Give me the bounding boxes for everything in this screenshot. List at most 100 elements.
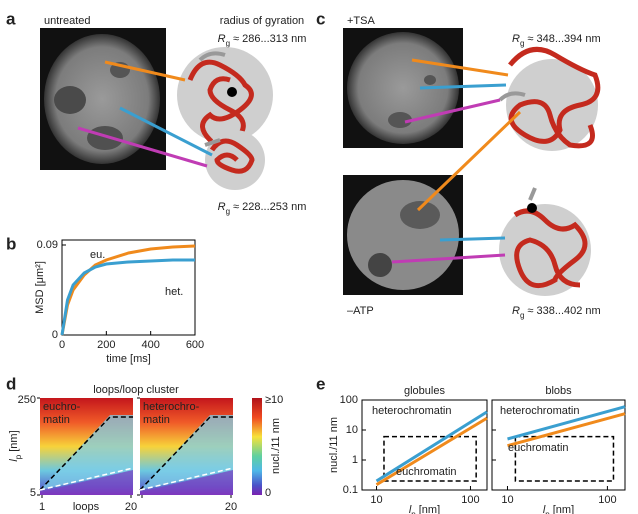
x-axis-label: time [ms] [106, 353, 151, 365]
connector [404, 98, 501, 124]
subscript: p [14, 454, 23, 459]
image-label: +TSA [347, 15, 375, 27]
value: ≈ 286...313 nm [233, 33, 306, 45]
x-tick-label: 200 [97, 339, 115, 351]
connector [119, 106, 213, 157]
x-tick-label: 10 [501, 494, 513, 506]
subscript: p [411, 510, 416, 514]
series-line [507, 405, 626, 441]
connector [391, 253, 506, 264]
y-tick-label: 0.1 [343, 484, 358, 496]
polymer [498, 46, 601, 151]
symbol: R [512, 305, 520, 317]
overlay-label: matin [143, 414, 170, 426]
y-tick-label: 0 [52, 329, 58, 341]
plot-frame [491, 399, 626, 491]
dashed-box [383, 435, 477, 482]
series-label: heterochromatin [500, 405, 580, 417]
panel-label: a [6, 9, 16, 28]
series-label: heterochromatin [372, 405, 452, 417]
chart-title: blobs [545, 385, 572, 397]
heatmap [39, 398, 134, 495]
colorbar-label: 0 [265, 487, 271, 499]
y-tick-label: 250 [18, 394, 36, 406]
colorbar-label: ≥10 [265, 394, 283, 406]
y-tick-label: 0.09 [37, 239, 58, 251]
plot-frame [61, 239, 196, 336]
series-line [375, 410, 488, 483]
subscript: p [545, 510, 550, 514]
image-label: untreated [44, 15, 90, 27]
x-tick-label: 1 [39, 501, 45, 513]
colorbar [252, 398, 262, 495]
value: ≈ 348...394 nm [527, 33, 600, 45]
connector [419, 83, 507, 90]
series-line [60, 258, 195, 336]
connector [77, 126, 208, 168]
connector [416, 110, 522, 212]
polymer [204, 130, 265, 190]
connector [104, 60, 186, 82]
caption: radius of gyration [220, 15, 304, 27]
x-tick-label: 100 [598, 494, 616, 506]
heatmap-title: loops/loop cluster [93, 384, 179, 396]
x-tick-label: 20 [225, 501, 237, 513]
y-tick-label: 5 [30, 487, 36, 499]
panel-label: e [316, 374, 325, 393]
x-tick-label: 20 [125, 501, 137, 513]
subscript: g [520, 311, 524, 320]
subscript: g [226, 39, 230, 48]
overlay-label: matin [43, 414, 70, 426]
x-tick-label: 100 [461, 494, 479, 506]
colorbar-title: nucl./11 nm [270, 418, 282, 474]
x-tick-label: 10 [370, 494, 382, 506]
panel-label: c [316, 9, 325, 28]
heatmap [139, 398, 234, 495]
unit: [nm] [419, 504, 440, 514]
series-label: eu. [90, 249, 105, 261]
series-label: het. [165, 286, 183, 298]
x-tick-label: 0 [59, 339, 65, 351]
value: ≈ 228...253 nm [233, 201, 306, 213]
rg-label: Rg ≈ 338...402 nm [512, 305, 601, 320]
panel-label: d [6, 374, 16, 393]
rg-label: Rg ≈ 348...394 nm [512, 33, 601, 48]
plot-frame [361, 399, 488, 491]
series-label: euchromatin [508, 442, 569, 454]
y-tick-label: 100 [340, 394, 358, 406]
subscript: g [520, 39, 524, 48]
rg-label: Rg ≈ 286...313 nm [218, 33, 307, 48]
axis-label: lp[nm] [543, 504, 574, 514]
chart-title: globules [404, 385, 445, 397]
unit: [nm] [553, 504, 574, 514]
y-tick-label: 1 [352, 454, 358, 466]
series-line [375, 416, 488, 486]
symbol: R [512, 33, 520, 45]
y-tick-label: 10 [346, 424, 358, 436]
unit: [nm] [8, 430, 20, 451]
x-axis-label: loops [73, 501, 100, 513]
series-line [60, 244, 196, 336]
image-label: –ATP [347, 305, 374, 317]
subscript: g [226, 207, 230, 216]
micrograph [343, 175, 463, 295]
y-axis-label: lp [nm] [8, 430, 23, 461]
overlay-label: heterochro- [143, 401, 200, 413]
connector [411, 58, 509, 77]
y-axis-label: nucl./11 nm [328, 417, 340, 473]
rg-label: Rg ≈ 228...253 nm [218, 201, 307, 216]
overlay-label: euchro- [43, 401, 81, 413]
series-label: euchromatin [396, 466, 457, 478]
connector [439, 236, 506, 242]
symbol: R [218, 201, 226, 213]
symbol: l [543, 504, 546, 514]
panel-label: b [6, 234, 16, 253]
axis-label: lp[nm] [409, 504, 440, 514]
symbol: R [218, 33, 226, 45]
x-tick-label: 400 [141, 339, 159, 351]
polymer [177, 47, 273, 149]
y-axis-label: MSD [μm²] [34, 261, 46, 314]
dashed-box [514, 435, 615, 482]
